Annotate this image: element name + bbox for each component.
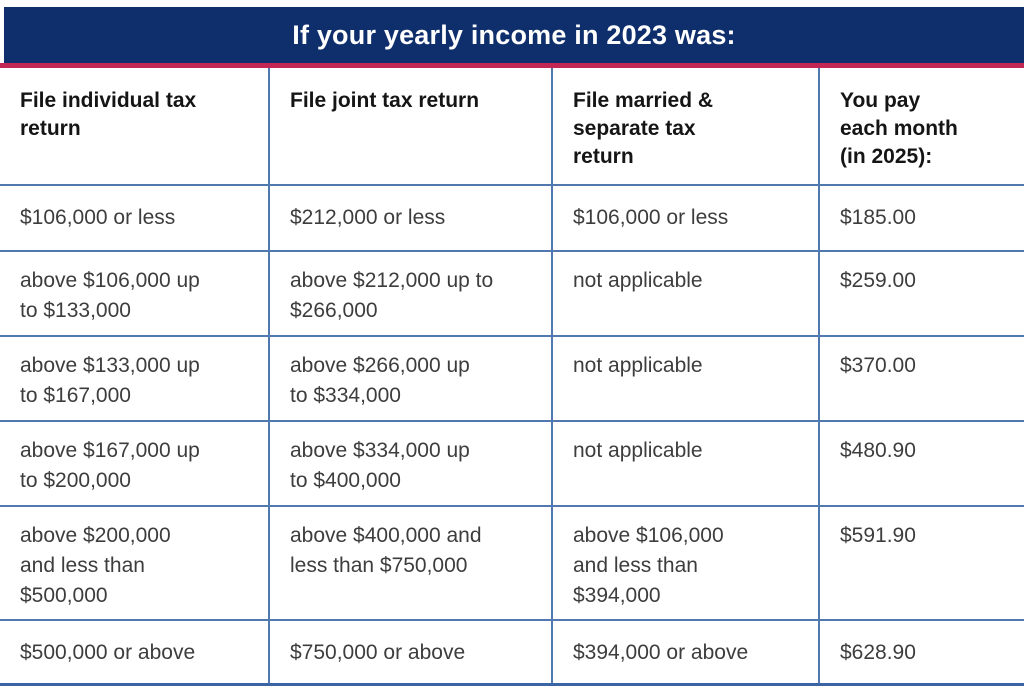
banner: If your yearly income in 2023 was: [4, 7, 1024, 63]
banner-title: If your yearly income in 2023 was: [292, 19, 736, 50]
table-header-row: File individual tax return File joint ta… [0, 68, 1024, 186]
table-cell: $185.00 [840, 206, 916, 229]
table-cell: $259.00 [840, 269, 916, 292]
table-cell: not applicable [553, 252, 820, 335]
table-cell: $106,000 or less [0, 186, 270, 250]
table-cell: above $400,000 and less than $750,000 [270, 507, 553, 619]
table-cell: not applicable [553, 337, 820, 420]
table-cell: above $334,000 up to $400,000 [270, 422, 553, 505]
table-cell: $106,000 or less [553, 186, 820, 250]
table-row: above $200,000 and less than $500,000 ab… [0, 507, 1024, 621]
table-cell: $628.90 [840, 641, 916, 664]
column-header-joint: File joint tax return [270, 68, 553, 184]
table-cell: above $106,000 up to $133,000 [0, 252, 270, 335]
table-cell: $480.90 [840, 439, 916, 462]
accent-divider [0, 63, 1024, 68]
column-header-you-pay: You pay each month (in 2025): [840, 89, 958, 168]
table-cell: $750,000 or above [270, 621, 553, 683]
table-row: above $167,000 up to $200,000 above $334… [0, 422, 1024, 507]
table-cell: $394,000 or above [553, 621, 820, 683]
table-cell: above $266,000 up to $334,000 [270, 337, 553, 420]
table-cell: above $106,000 and less than $394,000 [553, 507, 820, 619]
column-header-individual: File individual tax return [0, 68, 270, 184]
table-cell: $591.90 [840, 524, 916, 547]
column-header-married-separate: File married & separate tax return [553, 68, 820, 184]
table-cell: above $212,000 up to $266,000 [270, 252, 553, 335]
table-cell: above $133,000 up to $167,000 [0, 337, 270, 420]
table-row: $500,000 or above $750,000 or above $394… [0, 621, 1024, 686]
income-table: File individual tax return File joint ta… [0, 68, 1024, 686]
table-cell: not applicable [553, 422, 820, 505]
table-row: $106,000 or less $212,000 or less $106,0… [0, 186, 1024, 252]
table-cell: $370.00 [840, 354, 916, 377]
table-cell: $500,000 or above [0, 621, 270, 683]
table-cell: above $200,000 and less than $500,000 [0, 507, 270, 619]
table-row: above $106,000 up to $133,000 above $212… [0, 252, 1024, 337]
table-row: above $133,000 up to $167,000 above $266… [0, 337, 1024, 422]
table-cell: $212,000 or less [270, 186, 553, 250]
table-cell: above $167,000 up to $200,000 [0, 422, 270, 505]
